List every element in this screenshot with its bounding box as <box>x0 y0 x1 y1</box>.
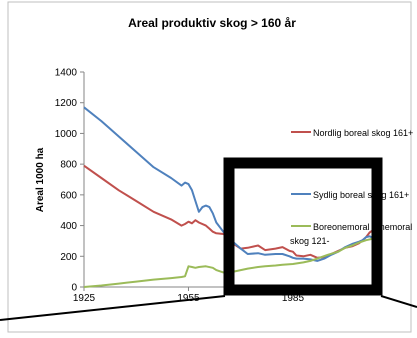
y-tick-label: 1000 <box>55 129 78 140</box>
legend-label-boreonemoral-line2: skog 121- <box>290 236 330 246</box>
chart-title: Areal produktiv skog > 160 år <box>128 16 296 30</box>
y-tick-label: 400 <box>60 221 77 232</box>
y-axis-label: Areal 1000 ha <box>35 147 46 212</box>
zoom-frame <box>223 157 383 296</box>
y-tick-label: 800 <box>60 160 77 171</box>
y-tick-label: 1200 <box>55 98 78 109</box>
y-tick-label: 1400 <box>55 68 78 79</box>
y-tick-label: 200 <box>60 252 77 263</box>
x-tick-label: 1985 <box>282 293 305 304</box>
y-tick-label: 600 <box>60 190 77 201</box>
x-tick-label: 1925 <box>73 293 96 304</box>
legend: Nordlig boreal skog 161+ Sydlig boreal s… <box>290 128 415 246</box>
zoom-connector-right <box>380 295 417 308</box>
y-tick-label: 0 <box>71 283 77 294</box>
legend-label-nordlig: Nordlig boreal skog 161+ <box>313 128 413 138</box>
legend-label-boreonemoral-line1: Boreonemoral + nemoral <box>313 222 412 232</box>
zoom-connector-left <box>0 295 226 321</box>
legend-label-sydlig: Sydlig boreal skog 161+ <box>313 190 409 200</box>
legend-label-boreonemoral: Boreonemoral + nemoral skog 121- <box>290 222 415 246</box>
x-tick-label: 1955 <box>177 293 200 304</box>
